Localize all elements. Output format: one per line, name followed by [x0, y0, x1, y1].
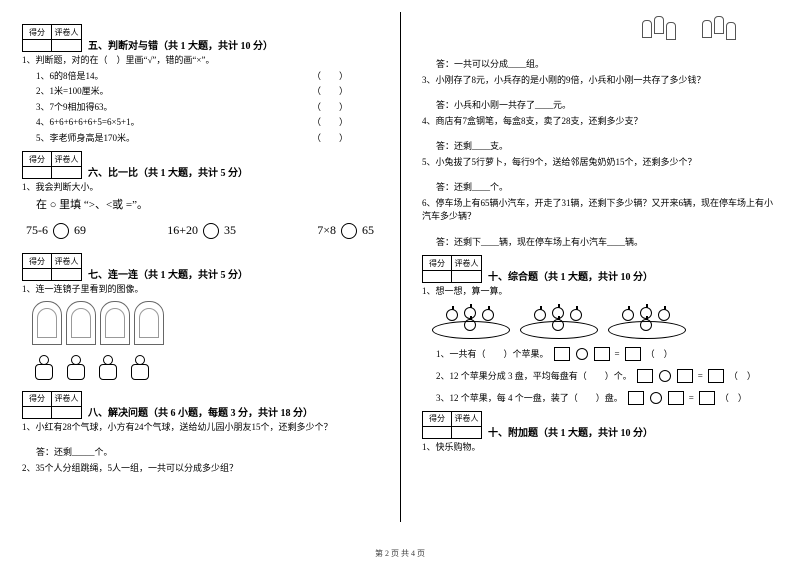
q5-item-3: 3、7个9相加得63。 — [36, 101, 113, 115]
score-box-s5: 得分 评卷人 五、判断对与错（共 1 大题，共计 10 分） — [22, 24, 378, 52]
q10-lead: 1、想一想，算一算。 — [422, 285, 778, 299]
answer-box[interactable] — [708, 369, 724, 383]
score-box-s7: 得分 评卷人 七、连一连（共 1 大题，共计 5 分） — [22, 253, 378, 281]
section-8-title: 八、解决问题（共 6 小题，每题 3 分，共计 18 分） — [88, 404, 313, 419]
q8-5: 5、小兔拔了5行萝卜，每行9个，送给邻居兔奶奶15个，还剩多少个？ — [422, 156, 778, 170]
section-10-title: 十、综合题（共 1 大题，共计 10 分） — [488, 268, 653, 283]
cmp-3a: 7×8 — [317, 223, 336, 237]
q6-instr: 在 ○ 里填 “>、<或 =”。 — [22, 197, 378, 214]
score-blank — [22, 40, 52, 52]
q5-item-5: 5、李老师身高是170米。 — [36, 132, 135, 146]
score-label: 得分 — [422, 255, 452, 271]
q8-3-ans: 答：小兵和小刚一共存了____元。 — [422, 99, 778, 113]
score-box-s6: 得分 评卷人 六、比一比（共 1 大题，共计 5 分） — [22, 151, 378, 179]
page-footer: 第 2 页 共 4 页 — [0, 548, 800, 559]
tf-paren: （ ） — [312, 132, 348, 146]
section-6-title: 六、比一比（共 1 大题，共计 5 分） — [88, 164, 248, 179]
compare-circle[interactable] — [203, 223, 219, 239]
tf-paren: （ ） — [312, 116, 348, 130]
q8-1: 1、小红有28个气球，小方有24个气球，送给幼儿园小朋友15个，还剩多少个？ — [22, 421, 378, 435]
answer-box[interactable] — [668, 391, 684, 405]
score-label: 得分 — [422, 411, 452, 427]
q10-sub1: 1、一共有（ ）个苹果。 = （ ） — [436, 347, 778, 361]
q8-4: 4、商店有7盒钢笔，每盒8支，卖了28支，还剩多少支？ — [422, 115, 778, 129]
tf-paren: （ ） — [312, 101, 348, 115]
grader-label: 评卷人 — [52, 253, 82, 269]
q8-2-ans: 答：一共可以分成____组。 — [422, 58, 778, 72]
q8-6: 6、停车场上有65辆小汽车，开走了31辆，还剩下多少辆？又开来6辆，现在停车场上… — [422, 197, 778, 224]
q8-5-ans: 答：还剩____个。 — [422, 181, 778, 195]
score-box-s8: 得分 评卷人 八、解决问题（共 6 小题，每题 3 分，共计 18 分） — [22, 391, 378, 419]
q8-4-ans: 答：还剩____支。 — [422, 140, 778, 154]
grader-label: 评卷人 — [452, 255, 482, 271]
q10-sub3-text: 3、12 个苹果，每 4 个一盘，装了（ ）盘。 — [436, 391, 623, 404]
left-column: 得分 评卷人 五、判断对与错（共 1 大题，共计 10 分） 1、判断题，对的在… — [0, 0, 400, 565]
grader-label: 评卷人 — [52, 24, 82, 40]
section-11-title: 十、附加题（共 1 大题，共计 10 分） — [488, 424, 653, 439]
score-box-s10: 得分 评卷人 十、综合题（共 1 大题，共计 10 分） — [422, 255, 778, 283]
q11-lead: 1、快乐购物。 — [422, 441, 778, 455]
answer-box[interactable] — [625, 347, 641, 361]
score-label: 得分 — [22, 253, 52, 269]
q5-item-4: 4、6+6+6+6+6+5=6×5+1。 — [36, 116, 140, 130]
cmp-3b: 65 — [362, 223, 374, 237]
score-label: 得分 — [22, 24, 52, 40]
op-circle[interactable] — [650, 392, 662, 404]
cmp-2a: 16+20 — [167, 223, 198, 237]
q8-1-ans: 答：还剩_____个。 — [22, 446, 378, 460]
right-column: 答：一共可以分成____组。 3、小刚存了8元，小兵存的是小刚的9倍，小兵和小刚… — [400, 0, 800, 565]
q6-lead: 1、我会判断大小。 — [22, 181, 378, 195]
compare-row: 75-6 69 16+20 35 7×8 65 — [22, 215, 378, 247]
q10-sub1-text: 1、一共有（ ）个苹果。 — [436, 347, 549, 360]
compare-circle[interactable] — [341, 223, 357, 239]
q8-6-ans: 答：还剩下____辆，现在停车场上有小汽车____辆。 — [422, 236, 778, 250]
answer-box[interactable] — [628, 391, 644, 405]
op-circle[interactable] — [659, 370, 671, 382]
grader-label: 评卷人 — [452, 411, 482, 427]
cmp-1b: 69 — [74, 223, 86, 237]
cmp-2b: 35 — [224, 223, 236, 237]
q10-sub2: 2、12 个苹果分成 3 盘，平均每盘有（ ）个。 = （ ） — [436, 369, 778, 383]
q8-2: 2、35个人分组跳绳，5人一组，一共可以分成多少组？ — [22, 462, 378, 476]
score-box-s11: 得分 评卷人 十、附加题（共 1 大题，共计 10 分） — [422, 411, 778, 439]
section-5-title: 五、判断对与错（共 1 大题，共计 10 分） — [88, 37, 273, 52]
cmp-1a: 75-6 — [26, 223, 48, 237]
apple-plates — [432, 305, 778, 339]
section-7-title: 七、连一连（共 1 大题，共计 5 分） — [88, 266, 248, 281]
answer-box[interactable] — [554, 347, 570, 361]
q5-item-1: 1、6的8倍是14。 — [36, 70, 104, 84]
q5-item-2: 2、1米=100厘米。 — [36, 85, 109, 99]
kids-illustration — [640, 14, 740, 44]
score-label: 得分 — [22, 151, 52, 167]
dancer-images — [32, 355, 182, 385]
grader-label: 评卷人 — [52, 391, 82, 407]
mirror-images — [32, 301, 182, 351]
compare-circle[interactable] — [53, 223, 69, 239]
score-label: 得分 — [22, 391, 52, 407]
answer-box[interactable] — [677, 369, 693, 383]
answer-box[interactable] — [699, 391, 715, 405]
tf-paren: （ ） — [312, 70, 348, 84]
answer-box[interactable] — [637, 369, 653, 383]
grader-blank — [52, 40, 82, 52]
q5-lead: 1、判断题，对的在（ ）里画“√”，错的画“×”。 — [22, 54, 378, 68]
q10-sub3: 3、12 个苹果，每 4 个一盘，装了（ ）盘。 = （ ） — [436, 391, 778, 405]
q8-3: 3、小刚存了8元，小兵存的是小刚的9倍，小兵和小刚一共存了多少钱？ — [422, 74, 778, 88]
q7-lead: 1、连一连镜子里看到的图像。 — [22, 283, 378, 297]
tf-paren: （ ） — [312, 85, 348, 99]
grader-label: 评卷人 — [52, 151, 82, 167]
answer-box[interactable] — [594, 347, 610, 361]
op-circle[interactable] — [576, 348, 588, 360]
q10-sub2-text: 2、12 个苹果分成 3 盘，平均每盘有（ ）个。 — [436, 369, 632, 382]
